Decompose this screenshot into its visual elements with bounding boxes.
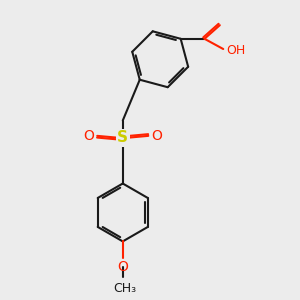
Text: O: O xyxy=(117,260,128,274)
Text: O: O xyxy=(152,129,163,143)
Text: S: S xyxy=(117,130,128,145)
Text: CH₃: CH₃ xyxy=(113,282,136,295)
Text: O: O xyxy=(83,129,94,143)
Text: OH: OH xyxy=(226,44,245,57)
